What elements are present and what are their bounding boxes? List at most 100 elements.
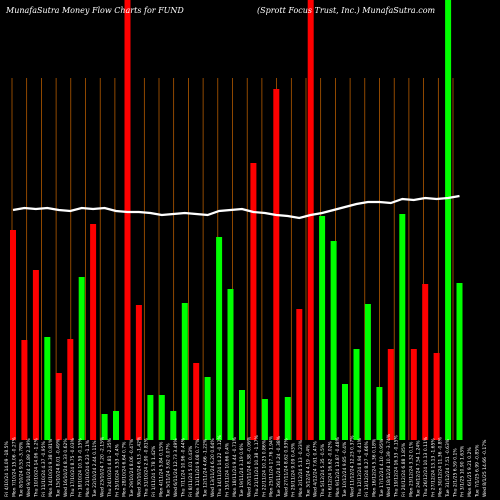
x-tick-label: Tue 17/12/24 4.10 -0.95% xyxy=(379,438,385,498)
bar xyxy=(330,241,337,440)
x-tick-label: Tue 8/10/24 9.53 -3.78% xyxy=(19,441,25,498)
x-tick-label: Mon 28/10/24 6.64 0.7% xyxy=(122,441,128,497)
x-tick-label: Thu 21/11/24 10.38 -1.17% xyxy=(254,435,260,498)
money-flow-line xyxy=(12,194,460,220)
bar xyxy=(10,230,16,440)
x-tick-label: Thu 31/10/24 2.90 -0.81% xyxy=(144,437,150,498)
bar xyxy=(422,284,429,440)
x-tick-label: Mon 14/10/24 9.38 0.81% xyxy=(48,438,54,497)
x-tick-label: Fri 22/11/24 10.25 0.86% xyxy=(261,439,267,497)
x-tick-label: Thu 7/11/24 10.96 -0.44% xyxy=(180,437,186,498)
x-tick-label: Fri 27/12/24 13.13 -1.65% xyxy=(430,438,436,497)
bar xyxy=(342,384,348,440)
x-tick-label: Thu 17/10/24 8.75 -0.03% xyxy=(70,437,76,498)
x-tick-label: Mon 7/10/24 15.06 -0.27% xyxy=(11,436,17,497)
bar xyxy=(124,0,131,440)
bar xyxy=(296,309,303,440)
x-tick-label: Tue 5/11/24 3.62 0.07% xyxy=(166,443,172,498)
x-tick-label: Thu 19/12/24 16.33 -0.15% xyxy=(394,435,400,498)
x-tick-label: Tue 7/1/25 6.99 -0.85% xyxy=(474,444,480,498)
x-tick-label: Wed 6/11/24 12.73 3.49% xyxy=(173,438,179,497)
x-tick-label: Tue 29/10/24 8.06 -0.47% xyxy=(129,438,135,498)
bar xyxy=(101,414,108,440)
x-tick-label: Mon 23/12/24 3.32 0.1% xyxy=(408,441,414,497)
chart-title-left: MunafaSutra Money Flow Charts for FUND xyxy=(5,6,184,15)
bar xyxy=(113,411,119,440)
x-tick-label: Fri 11/10/24 4.37 -0.95% xyxy=(41,440,47,497)
x-tick-label: Wed 16/10/24 8.33 0.62% xyxy=(63,438,69,497)
x-tick-label: Thu 10/10/24 14.06 -1.2% xyxy=(33,437,39,498)
bar xyxy=(353,349,360,440)
x-tick-label: Thu 2/1/25 6.59 0.1% xyxy=(452,448,458,498)
bar xyxy=(147,395,154,440)
bar xyxy=(55,373,62,440)
x-tick-labels: Fri 4/10/24 14.09 -18.5% Mon 7/10/24 15.0… xyxy=(4,433,488,498)
x-tick-label: Mon 2/12/24 5.13 -0.23% xyxy=(298,439,304,497)
x-tick-label: Tue 26/11/24 10.24 -0.38% xyxy=(276,435,282,498)
bar xyxy=(239,390,245,440)
x-tick-label: Mon 25/11/24 17.76 1.94% xyxy=(269,435,275,497)
bar xyxy=(78,277,85,440)
bar xyxy=(44,337,51,440)
x-tick-label: Tue 22/10/24 2.44 0.11% xyxy=(92,440,98,498)
bar xyxy=(273,89,280,440)
x-tick-label: Mon 18/11/24 9.44 -0.71% xyxy=(232,436,238,497)
bar xyxy=(387,349,394,440)
x-tick-label: Tue 15/10/24 8.01 -0.49% xyxy=(55,438,61,498)
x-tick-label: Thu 24/10/24 4.81 -2.35% xyxy=(107,437,113,498)
x-tick-label: Thu 5/12/24 5.35 -0.5% xyxy=(320,443,326,498)
x-tick-label: Tue 3/12/24 4.19 -0.4% xyxy=(305,444,311,498)
x-tick-label: Wed 13/11/24 6.20 0.64% xyxy=(210,438,216,497)
x-tick-label: Thu 12/12/24 8.94 -0.41% xyxy=(357,437,363,498)
x-tick-label: Fri 8/11/24 5.01 0.43% xyxy=(188,445,194,497)
bar xyxy=(284,397,291,440)
x-tick-label: Wed 30/10/24 6.13 -1.42% xyxy=(136,436,142,497)
bar xyxy=(181,303,188,440)
x-tick-label: Tue 12/11/24 4.66 -1.22% xyxy=(202,438,208,498)
x-tick-label: Wed 23/10/24 7.20 -2.15% xyxy=(100,436,106,497)
x-tick-label: Fri 1/11/24 5.78 1.42% xyxy=(151,445,157,497)
x-tick-label: Tue 10/12/24 9.85 -0.4% xyxy=(342,441,348,498)
bar xyxy=(364,304,371,440)
bar xyxy=(32,270,39,440)
x-tick-label: Fri 13/12/24 8.27 -0.66% xyxy=(364,440,370,497)
x-tick-label: Fri 15/11/24 10.66 0.4% xyxy=(225,442,231,497)
x-tick-label: Wed 11/12/24 12.23 0.37% xyxy=(349,435,355,497)
bar xyxy=(445,0,452,440)
bar-series xyxy=(10,0,463,440)
bar xyxy=(170,411,177,440)
bar xyxy=(193,363,200,440)
bar xyxy=(376,387,383,440)
x-tick-label: Thu 26/12/24 10.13 0.11% xyxy=(423,436,429,498)
bar xyxy=(216,237,223,440)
x-tick-label: Wed 18/12/24 10.39 -3.74% xyxy=(386,433,392,497)
chart-title-right: (Sprott Focus Trust, Inc.) MunafaSutra.c… xyxy=(257,6,436,15)
bar xyxy=(399,214,406,440)
x-tick-label: Wed 4/12/24 7.61 0.47% xyxy=(313,441,319,497)
bar xyxy=(250,163,257,440)
x-tick-label: Mon 30/12/24 11.36 -0.8% xyxy=(438,436,444,497)
x-tick-label: Wed 27/11/24 8.62 0.93% xyxy=(283,438,289,497)
x-tick-label: Mon 11/11/24 9.08 0.77% xyxy=(195,438,201,497)
bar xyxy=(261,399,268,440)
x-tick-label: Fri 20/12/24 6.88 1.85% xyxy=(401,442,407,497)
money-flow-line-layer xyxy=(12,194,460,220)
x-tick-label: Mon 21/10/24 6.23 -1.1% xyxy=(85,439,91,497)
x-tick-label: Mon 16/12/24 5.36 0.18% xyxy=(372,438,378,497)
bar xyxy=(67,339,74,440)
bar xyxy=(307,0,314,440)
bar xyxy=(158,395,165,440)
bar xyxy=(135,305,142,440)
x-tick-label: Fri 6/12/24 16.62 -0.02% xyxy=(327,440,333,497)
x-tick-label: Fri 29/11/24 9.09 0.43% xyxy=(291,442,297,497)
x-tick-label: Tue 24/12/24 7.54 1.24% xyxy=(416,440,422,498)
bar xyxy=(204,377,211,440)
bar xyxy=(319,216,326,440)
bar xyxy=(21,340,28,440)
x-tick-label: Thu 14/11/24 14.22 -0.12% xyxy=(217,435,223,498)
x-tick-label: Wed 20/11/24 8.38 -0.06% xyxy=(247,436,253,497)
x-tick-label: Wed 9/10/24 21.89 2.39% xyxy=(26,438,32,497)
x-tick-label: Fri 18/10/24 10.59 -0.15% xyxy=(78,438,84,497)
x-tick-label: Fri 25/10/24 3.53 -0.4% xyxy=(114,443,120,497)
